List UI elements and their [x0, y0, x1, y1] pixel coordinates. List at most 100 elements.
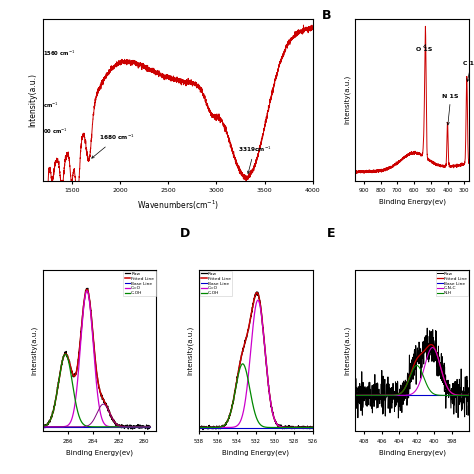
Line: Fitted Line: Fitted Line: [194, 292, 318, 428]
Fitted Line: [471, 392, 474, 398]
Fitted Line: [370, 392, 376, 398]
Raw: [441, 372, 447, 378]
Fitted Line: [213, 425, 219, 430]
Fitted Line: [430, 343, 436, 348]
X-axis label: Binding Energy(ev): Binding Energy(ev): [222, 449, 290, 456]
C=O: [85, 290, 91, 296]
Base Line: [404, 392, 410, 398]
Fitted Line: [84, 287, 90, 292]
Raw: [223, 421, 229, 427]
Fitted Line: [247, 318, 253, 323]
C-N-C: [370, 392, 376, 398]
Text: C 1S: C 1S: [464, 61, 474, 82]
Fitted Line: [223, 420, 229, 426]
Text: N 1S: N 1S: [443, 94, 459, 125]
Base Line: [471, 392, 474, 398]
Raw: [264, 372, 270, 378]
Fitted Line: [420, 349, 426, 355]
Raw: [274, 422, 280, 428]
Raw: [54, 393, 59, 399]
Base Line: [34, 424, 39, 429]
C-N-C: [348, 392, 354, 398]
C-OH: [191, 425, 197, 430]
C-N-C: [380, 392, 385, 398]
C-OH: [63, 352, 69, 357]
C-OH: [274, 425, 280, 430]
Fitted Line: [191, 425, 197, 430]
Fitted Line: [428, 342, 434, 347]
Raw: [430, 335, 436, 341]
Raw: [254, 289, 260, 295]
Raw: [200, 427, 206, 433]
Line: C-N-C: C-N-C: [351, 347, 474, 395]
C-OH: [85, 424, 91, 429]
Fitted Line: [34, 424, 39, 429]
C=O: [54, 424, 59, 429]
Raw: [370, 400, 376, 406]
N-H: [441, 392, 447, 398]
Base Line: [264, 425, 270, 430]
C-OH: [147, 424, 153, 429]
Fitted Line: [109, 416, 115, 422]
C=O: [274, 421, 280, 427]
Line: Raw: Raw: [36, 288, 150, 429]
Raw: [191, 425, 197, 430]
Base Line: [348, 392, 354, 398]
Fitted Line: [63, 351, 68, 356]
C=O: [315, 425, 320, 430]
Raw: [85, 285, 91, 291]
Base Line: [54, 424, 59, 429]
N-H: [348, 392, 354, 398]
C-OH: [101, 424, 107, 429]
Raw: [421, 351, 427, 357]
Line: C-OH: C-OH: [194, 364, 318, 428]
Raw: [380, 411, 385, 417]
Raw: [315, 425, 320, 431]
C=O: [284, 425, 290, 430]
Fitted Line: [54, 392, 59, 398]
Fitted Line: [119, 424, 125, 429]
Raw: [63, 352, 68, 357]
C-OH: [126, 424, 131, 429]
Text: B: B: [322, 9, 332, 22]
Text: 00 cm$^{-1}$: 00 cm$^{-1}$: [43, 127, 68, 136]
Raw: [147, 424, 153, 429]
Raw: [101, 398, 107, 403]
Base Line: [85, 424, 91, 429]
C-OH: [240, 361, 246, 367]
Text: O 1S: O 1S: [416, 45, 432, 53]
Fitted Line: [274, 421, 280, 427]
Text: 3319cm$^{-1}$: 3319cm$^{-1}$: [237, 145, 271, 173]
Text: 1560 cm$^{-1}$: 1560 cm$^{-1}$: [43, 49, 75, 58]
C-OH: [63, 351, 68, 357]
Raw: [395, 415, 401, 421]
Fitted Line: [380, 392, 385, 398]
C=O: [34, 424, 39, 429]
C-OH: [213, 425, 219, 430]
Base Line: [147, 424, 153, 429]
Legend: Raw, Fitted Line, Base Line, C=O, C-OH: Raw, Fitted Line, Base Line, C=O, C-OH: [200, 271, 232, 296]
X-axis label: Binding Energy(ev): Binding Energy(ev): [66, 449, 133, 456]
Fitted Line: [147, 424, 153, 429]
Text: 1560 cm$^{-1}$: 1560 cm$^{-1}$: [0, 473, 1, 474]
C=O: [63, 423, 68, 429]
C=O: [147, 424, 153, 429]
Base Line: [100, 424, 106, 429]
C=O: [213, 425, 219, 430]
Raw: [471, 382, 474, 387]
Raw: [119, 422, 125, 428]
Raw: [247, 316, 253, 322]
Line: N-H: N-H: [351, 365, 474, 395]
C-N-C: [471, 392, 474, 398]
C-OH: [109, 424, 115, 429]
Base Line: [440, 392, 446, 398]
C=O: [247, 355, 253, 360]
C-N-C: [441, 374, 447, 380]
C=O: [109, 424, 115, 429]
Fitted Line: [348, 392, 354, 398]
Line: Raw: Raw: [351, 328, 474, 418]
Base Line: [191, 425, 197, 430]
X-axis label: Binding Energy(ev): Binding Energy(ev): [379, 199, 446, 205]
C-OH: [223, 420, 229, 426]
Text: D: D: [180, 227, 191, 240]
